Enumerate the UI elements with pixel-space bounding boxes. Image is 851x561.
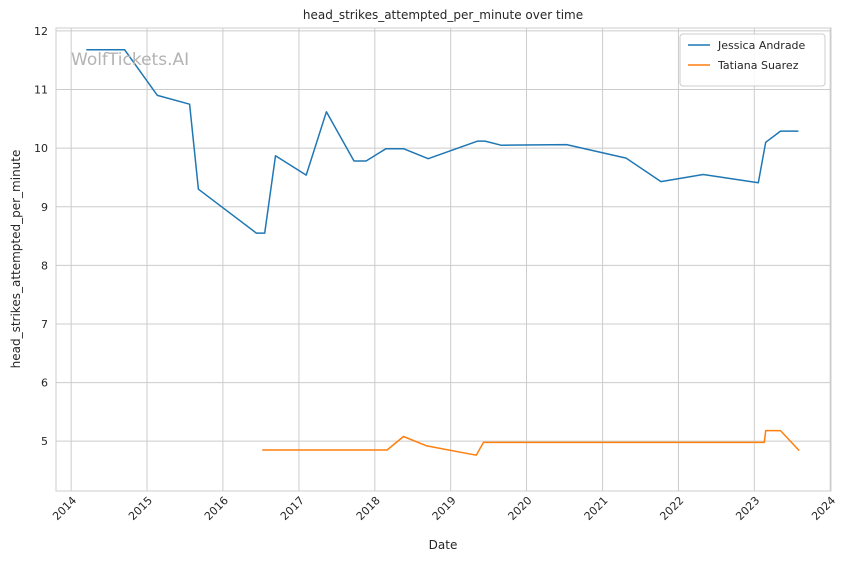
y-tick-label: 5 (41, 435, 48, 448)
series-line-jessica-andrade (86, 48, 799, 234)
watermark: WolfTickets.AI (71, 50, 189, 70)
x-axis-label: Date (429, 538, 458, 552)
y-tick-label: 7 (41, 318, 48, 331)
x-tick-label: 2016 (202, 494, 231, 523)
x-tick-label: 2021 (582, 494, 611, 523)
x-tick-label: 2020 (506, 494, 535, 523)
x-tick-label: 2022 (657, 494, 686, 523)
chart-title: head_strikes_attempted_per_minute over t… (303, 8, 583, 22)
x-tick-label: 2023 (733, 494, 762, 523)
y-tick-label: 12 (34, 25, 48, 38)
legend-box (679, 33, 826, 87)
x-tick-labels: 2014 2015 2016 2017 2018 2019 2020 2021 2022 2023… (50, 494, 838, 523)
y-tick-label: 9 (41, 201, 48, 214)
legend: Jessica Andrade Tatiana Suarez (679, 33, 826, 87)
y-axis-label: head_strikes_attempted_per_minute (9, 150, 23, 369)
x-tick-label: 2017 (278, 494, 307, 523)
series-line-tatiana-suarez (262, 429, 800, 456)
grid-lines (56, 28, 831, 491)
y-tick-label: 10 (34, 142, 48, 155)
legend-label-tatiana-suarez: Tatiana Suarez (717, 59, 799, 72)
x-tick-label: 2015 (126, 494, 155, 523)
plot-area-frame (55, 27, 832, 492)
x-tick-label: 2019 (430, 494, 459, 523)
y-tick-labels: 5 6 7 8 9 10 11 12 (34, 25, 48, 448)
x-tick-label: 2018 (354, 494, 383, 523)
x-tick-label: 2024 (809, 494, 838, 523)
y-tick-label: 8 (41, 259, 48, 272)
y-tick-label: 11 (34, 84, 48, 97)
series-layer (86, 48, 800, 456)
legend-label-jessica-andrade: Jessica Andrade (717, 39, 806, 52)
x-tick-label: 2014 (50, 494, 79, 523)
y-tick-label: 6 (41, 377, 48, 390)
